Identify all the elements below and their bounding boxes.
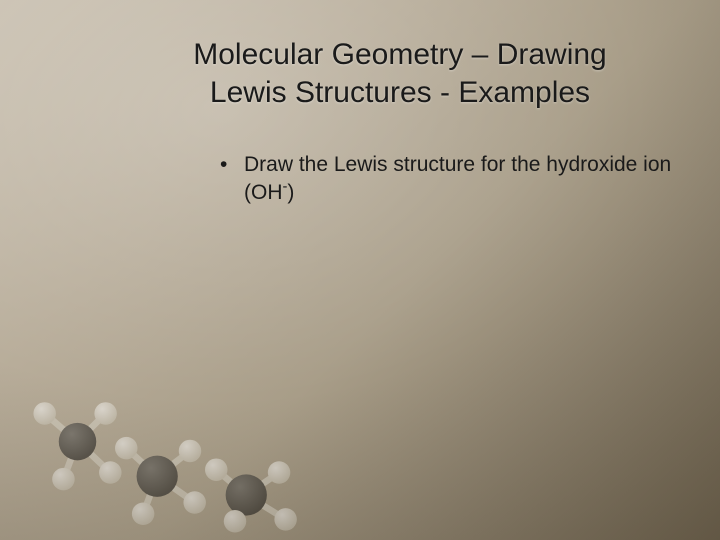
title-line-1: Molecular Geometry – Drawing <box>193 38 606 71</box>
bullet-marker: • <box>220 152 244 207</box>
bullet-list: • Draw the Lewis structure for the hydro… <box>220 152 680 207</box>
slide-title: Molecular Geometry – Drawing Lewis Struc… <box>140 36 660 111</box>
slide: Molecular Geometry – Drawing Lewis Struc… <box>0 0 720 540</box>
bullet-text: Draw the Lewis structure for the hydroxi… <box>244 152 680 207</box>
bullet-text-suffix: ) <box>287 181 294 204</box>
bullet-text-prefix: Draw the Lewis structure for the hydroxi… <box>244 153 671 204</box>
bullet-item-1: • Draw the Lewis structure for the hydro… <box>220 152 680 207</box>
molecule-decoration <box>0 240 380 540</box>
title-line-2: Lewis Structures - Examples <box>210 76 590 109</box>
